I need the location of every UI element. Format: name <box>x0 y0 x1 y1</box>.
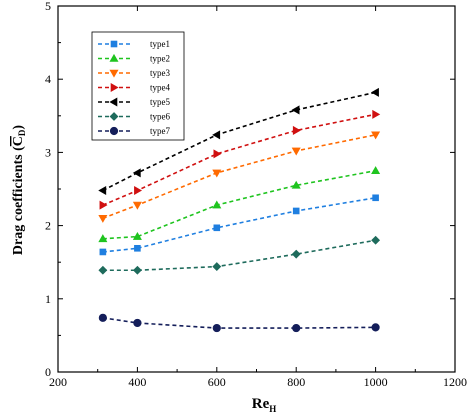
y-axis-title-subscript: D <box>17 129 27 136</box>
series-type6 <box>98 235 381 275</box>
series-type2 <box>98 166 381 243</box>
y-axis-title-symbol: C <box>11 136 26 146</box>
data-point-type3 <box>132 201 142 210</box>
data-point-type6 <box>212 262 222 272</box>
data-point-type5 <box>132 168 141 178</box>
data-point-type1 <box>99 248 107 256</box>
legend-marker <box>110 40 118 48</box>
legend-item-type3: type3 <box>98 68 170 78</box>
x-tick-label: 1200 <box>443 375 467 389</box>
series-type4 <box>99 109 381 210</box>
data-point-type6 <box>291 249 301 259</box>
x-tick-label: 600 <box>208 375 226 389</box>
series-line-type2 <box>102 169 376 240</box>
data-point-type7 <box>133 318 142 328</box>
legend-label: type2 <box>150 54 170 64</box>
legend-item-type6: type6 <box>98 112 170 122</box>
legend-label: type4 <box>150 83 170 93</box>
series-type5 <box>98 87 379 195</box>
legend-item-type2: type2 <box>98 54 170 64</box>
data-point-type3 <box>371 131 381 140</box>
legend-item-type4: type4 <box>98 83 170 93</box>
x-tick-label: 200 <box>49 375 67 389</box>
data-point-type3 <box>98 214 108 223</box>
data-point-type2 <box>212 200 222 209</box>
y-tick-label: 4 <box>45 72 51 86</box>
legend-item-type7: type7 <box>98 126 170 136</box>
data-point-type5 <box>212 130 221 140</box>
legend-marker <box>109 126 119 136</box>
x-axis-title-main: Re <box>252 396 270 412</box>
x-tick-label: 1000 <box>364 375 388 389</box>
legend-marker <box>109 53 119 62</box>
legend-marker <box>109 112 119 121</box>
series-type7 <box>98 313 380 333</box>
x-axis-title-subscript: H <box>269 404 276 412</box>
legend-item-type5: type5 <box>98 97 170 107</box>
legend-label: type1 <box>150 39 170 49</box>
legend-box <box>91 31 185 141</box>
legend-item-type1: type1 <box>98 39 170 49</box>
data-point-type5 <box>291 105 300 115</box>
data-point-type7 <box>98 313 107 322</box>
data-point-type7 <box>212 323 221 333</box>
series-line-type6 <box>102 239 376 272</box>
legend: type1 type2 type3 type4 type5 type6 type7 <box>91 31 185 141</box>
data-point-type1 <box>292 207 300 215</box>
series-type3 <box>98 131 381 223</box>
x-tick-label: 400 <box>128 375 146 389</box>
y-axis-title: Drag coefficients (CD) <box>11 125 27 255</box>
legend-label: type6 <box>150 112 170 122</box>
y-tick-label: 1 <box>45 292 51 306</box>
data-point-type2 <box>291 180 301 189</box>
data-point-type6 <box>371 235 381 245</box>
series-layer <box>98 87 381 333</box>
data-point-type2 <box>98 234 108 243</box>
series-line-type4 <box>102 113 376 206</box>
data-point-type3 <box>212 169 222 178</box>
data-point-type2 <box>371 166 381 174</box>
legend-marker <box>109 97 118 107</box>
y-tick-label: 0 <box>45 365 51 379</box>
data-point-type1 <box>213 224 221 232</box>
tick-labels: 200 400 600 800 1000 1200 0 1 2 3 4 5 <box>45 0 467 389</box>
y-tick-label: 2 <box>45 219 51 233</box>
data-point-type4 <box>134 185 143 195</box>
y-tick-label: 5 <box>45 0 51 13</box>
y-axis-title-close: ) <box>11 125 26 130</box>
y-tick-label: 3 <box>45 145 51 159</box>
data-point-type4 <box>372 109 381 119</box>
series-line-type7 <box>102 317 376 329</box>
data-point-type4 <box>99 200 108 210</box>
series-line-type1 <box>102 196 376 253</box>
data-point-type3 <box>291 147 301 156</box>
data-point-type1 <box>372 194 379 202</box>
series-type1 <box>99 194 379 256</box>
legend-label: type5 <box>150 97 170 107</box>
axis-ticks <box>57 5 456 373</box>
data-point-type6 <box>132 265 142 275</box>
data-point-type4 <box>292 125 301 135</box>
y-axis-title-main: Drag coefficients ( <box>11 146 26 255</box>
legend-label: type7 <box>150 126 170 136</box>
legend-label: type3 <box>150 68 170 78</box>
data-point-type2 <box>132 231 142 240</box>
data-point-type6 <box>98 265 108 275</box>
data-point-type1 <box>134 244 141 252</box>
x-axis-title: ReH <box>252 396 277 412</box>
data-point-type7 <box>371 323 380 332</box>
data-point-type5 <box>370 87 379 97</box>
data-point-type5 <box>98 185 107 195</box>
data-point-type4 <box>213 149 222 159</box>
legend-marker <box>109 69 119 78</box>
x-tick-label: 800 <box>287 375 305 389</box>
legend-marker <box>110 82 119 93</box>
data-point-type7 <box>292 323 301 333</box>
